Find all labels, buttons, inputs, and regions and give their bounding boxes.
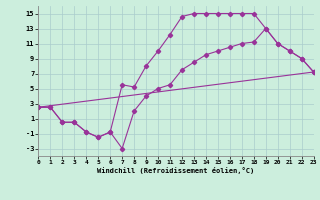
- X-axis label: Windchill (Refroidissement éolien,°C): Windchill (Refroidissement éolien,°C): [97, 167, 255, 174]
